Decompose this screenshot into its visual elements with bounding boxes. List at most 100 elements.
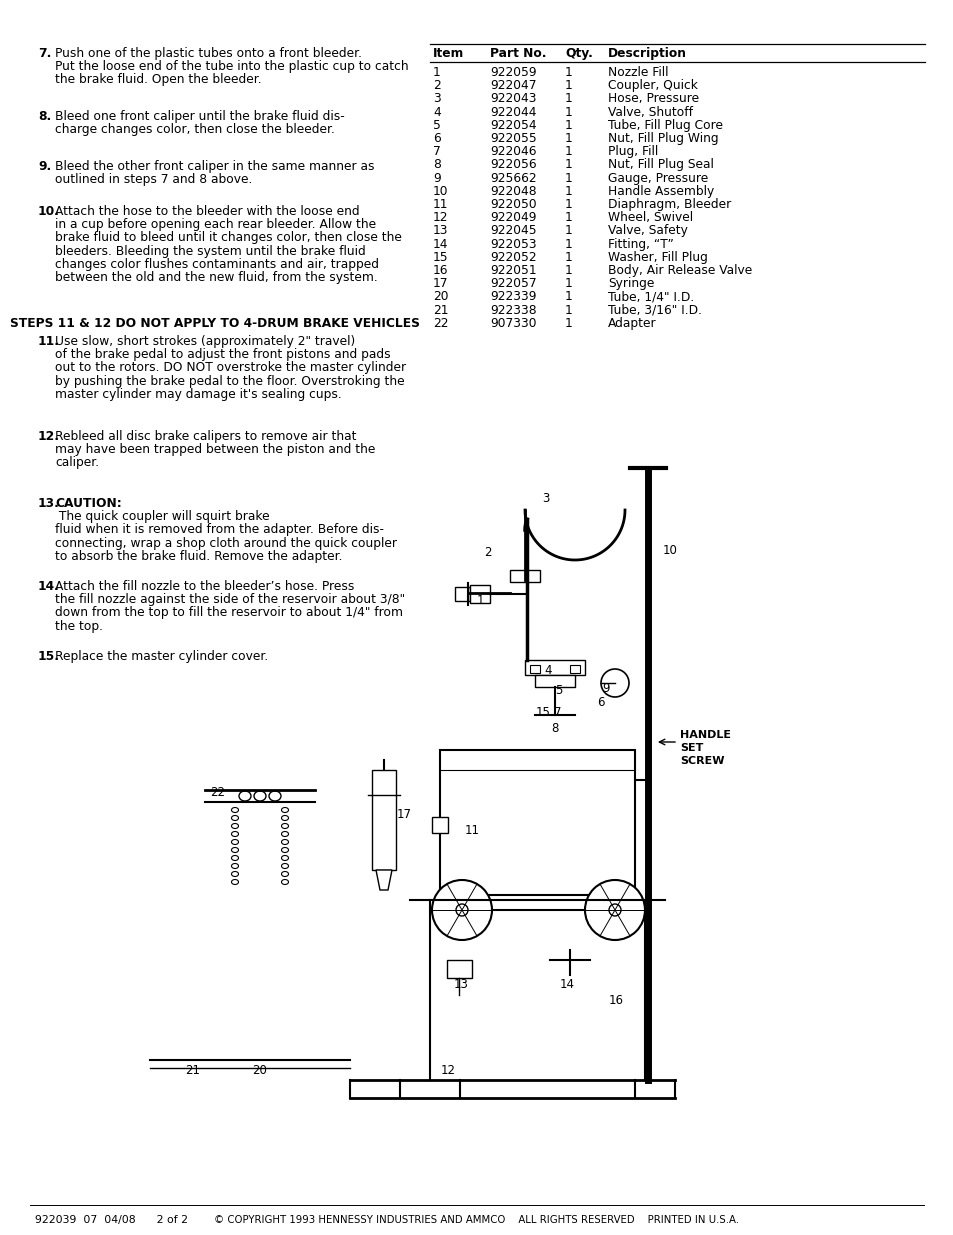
Text: 1: 1 [564, 211, 572, 225]
Text: 2: 2 [484, 547, 491, 559]
Circle shape [432, 881, 492, 940]
Text: 9: 9 [433, 172, 440, 184]
Bar [535, 676, 575, 687]
Text: 20: 20 [253, 1063, 267, 1077]
Text: the fill nozzle against the side of the reservoir about 3/8": the fill nozzle against the side of the … [55, 593, 405, 606]
Text: 11.: 11. [38, 335, 60, 348]
Bar [510, 571, 539, 582]
Text: to absorb the brake fluid. Remove the adapter.: to absorb the brake fluid. Remove the ad… [55, 550, 342, 563]
Text: Nozzle Fill: Nozzle Fill [607, 65, 668, 79]
Text: Attach the hose to the bleeder with the loose end: Attach the hose to the bleeder with the … [55, 205, 359, 219]
Text: 22: 22 [433, 317, 448, 330]
Text: Attach the fill nozzle to the bleeder’s hose. Press: Attach the fill nozzle to the bleeder’s … [55, 580, 354, 593]
Text: 922049: 922049 [490, 211, 536, 225]
Text: 6: 6 [433, 132, 440, 144]
Text: 1: 1 [564, 264, 572, 277]
Text: 1: 1 [564, 79, 572, 93]
Text: Valve, Shutoff: Valve, Shutoff [607, 106, 692, 119]
Text: SCREW: SCREW [679, 756, 723, 766]
Text: Washer, Fill Plug: Washer, Fill Plug [607, 251, 707, 264]
Text: 922053: 922053 [490, 237, 536, 251]
Text: 1: 1 [564, 251, 572, 264]
Text: Item: Item [433, 47, 464, 61]
Text: Push one of the plastic tubes onto a front bleeder.: Push one of the plastic tubes onto a fro… [55, 47, 361, 61]
Text: 1: 1 [564, 65, 572, 79]
Circle shape [600, 669, 628, 697]
Text: HANDLE: HANDLE [679, 730, 730, 740]
Bar [372, 769, 395, 869]
Text: 4: 4 [543, 663, 551, 677]
Text: Nut, Fill Plug Seal: Nut, Fill Plug Seal [607, 158, 713, 172]
Text: 12.: 12. [38, 430, 60, 443]
Text: Nut, Fill Plug Wing: Nut, Fill Plug Wing [607, 132, 718, 144]
Text: The quick coupler will squirt brake: The quick coupler will squirt brake [55, 510, 270, 524]
Text: 12: 12 [433, 211, 448, 225]
Text: bleeders. Bleeding the system until the brake fluid: bleeders. Bleeding the system until the … [55, 245, 365, 258]
Text: 14: 14 [433, 237, 448, 251]
Text: caliper.: caliper. [55, 457, 99, 469]
Text: © COPYRIGHT 1993 HENNESSY INDUSTRIES AND AMMCO    ALL RIGHTS RESERVED    PRINTED: © COPYRIGHT 1993 HENNESSY INDUSTRIES AND… [214, 1215, 739, 1225]
Text: 1: 1 [564, 158, 572, 172]
Text: 12: 12 [440, 1063, 455, 1077]
Ellipse shape [269, 790, 281, 802]
Text: 7: 7 [433, 146, 440, 158]
Text: Put the loose end of the tube into the plastic cup to catch: Put the loose end of the tube into the p… [55, 61, 408, 73]
Text: Tube, 1/4" I.D.: Tube, 1/4" I.D. [607, 290, 694, 304]
Text: master cylinder may damage it's sealing cups.: master cylinder may damage it's sealing … [55, 388, 341, 401]
Text: the top.: the top. [55, 620, 103, 632]
Text: 1: 1 [564, 106, 572, 119]
Text: 1: 1 [564, 290, 572, 304]
Text: down from the top to fill the reservoir to about 1/4" from: down from the top to fill the reservoir … [55, 606, 402, 620]
Text: 5: 5 [433, 119, 440, 132]
Text: 922046: 922046 [490, 146, 536, 158]
Circle shape [584, 881, 644, 940]
Text: 13: 13 [433, 225, 448, 237]
Text: CAUTION:: CAUTION: [55, 496, 122, 510]
Text: Valve, Safety: Valve, Safety [607, 225, 687, 237]
Text: 8: 8 [551, 721, 558, 735]
Text: Qty.: Qty. [564, 47, 592, 61]
Bar [455, 587, 470, 601]
Text: Adapter: Adapter [607, 317, 656, 330]
Text: STEPS 11 & 12 DO NOT APPLY TO 4-DRUM BRAKE VEHICLES: STEPS 11 & 12 DO NOT APPLY TO 4-DRUM BRA… [10, 317, 419, 330]
Text: 7.: 7. [38, 47, 51, 61]
Text: 14: 14 [558, 978, 574, 992]
Text: Body, Air Release Valve: Body, Air Release Valve [607, 264, 752, 277]
Text: changes color flushes contaminants and air, trapped: changes color flushes contaminants and a… [55, 258, 378, 270]
Text: 1: 1 [564, 172, 572, 184]
Text: 925662: 925662 [490, 172, 536, 184]
Text: Bleed the other front caliper in the same manner as: Bleed the other front caliper in the sam… [55, 161, 375, 173]
Text: Use slow, short strokes (approximately 2" travel): Use slow, short strokes (approximately 2… [55, 335, 355, 348]
Text: 3: 3 [433, 93, 440, 105]
Text: 1: 1 [564, 198, 572, 211]
Text: Tube, Fill Plug Core: Tube, Fill Plug Core [607, 119, 722, 132]
Text: 21: 21 [185, 1063, 200, 1077]
Text: of the brake pedal to adjust the front pistons and pads: of the brake pedal to adjust the front p… [55, 348, 390, 361]
Bar [470, 585, 490, 603]
Text: 1: 1 [564, 225, 572, 237]
Text: connecting, wrap a shop cloth around the quick coupler: connecting, wrap a shop cloth around the… [55, 536, 396, 550]
Text: 1: 1 [564, 185, 572, 198]
Text: 922043: 922043 [490, 93, 536, 105]
Text: Hose, Pressure: Hose, Pressure [607, 93, 699, 105]
Bar [439, 750, 635, 895]
Text: 922059: 922059 [490, 65, 536, 79]
Text: charge changes color, then close the bleeder.: charge changes color, then close the ble… [55, 124, 335, 136]
Text: Part No.: Part No. [490, 47, 546, 61]
Text: 922044: 922044 [490, 106, 536, 119]
Bar [447, 960, 472, 978]
Text: 1: 1 [564, 146, 572, 158]
Ellipse shape [253, 790, 266, 802]
Text: between the old and the new fluid, from the system.: between the old and the new fluid, from … [55, 270, 377, 284]
Text: 5: 5 [555, 683, 562, 697]
Text: 922047: 922047 [490, 79, 536, 93]
Text: fluid when it is removed from the adapter. Before dis-: fluid when it is removed from the adapte… [55, 524, 384, 536]
Text: by pushing the brake pedal to the floor. Overstroking the: by pushing the brake pedal to the floor.… [55, 374, 404, 388]
Text: in a cup before opening each rear bleeder. Allow the: in a cup before opening each rear bleede… [55, 219, 375, 231]
Text: 907330: 907330 [490, 317, 536, 330]
Text: 9.: 9. [38, 161, 51, 173]
Polygon shape [375, 869, 392, 890]
Text: 8: 8 [433, 158, 440, 172]
Text: 7: 7 [554, 705, 561, 719]
Text: 13: 13 [453, 978, 468, 992]
